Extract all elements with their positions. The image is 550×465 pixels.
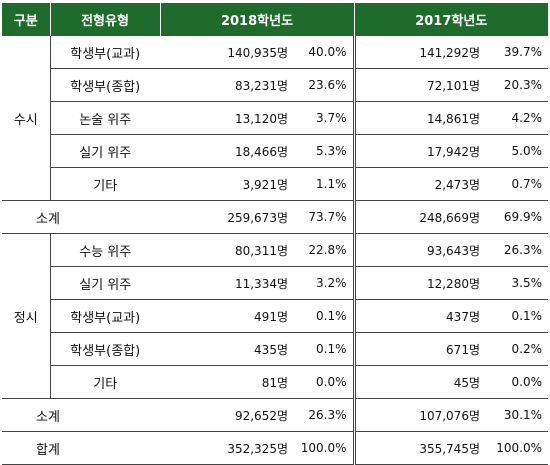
table-header-row: 구분 전형유형 2018학년도 2017학년도 bbox=[2, 3, 548, 36]
table-row: 수시 학생부(교과) 140,935명 40.0% 141,292명 39.7% bbox=[2, 36, 548, 201]
value-2018: 18,466명 bbox=[160, 134, 294, 168]
pct-2018: 3.7% bbox=[294, 101, 356, 135]
header-2018: 2018학년도 bbox=[159, 3, 354, 36]
pct-2018: 23.6% bbox=[294, 68, 356, 102]
value-2018: 80,311명 bbox=[160, 233, 294, 267]
table-row: 학생부(교과) 491명 0.1% 437명 0.1% bbox=[2, 299, 548, 333]
total-label: 합계 bbox=[2, 431, 160, 465]
total-row: 합계 352,325명 100.0% 355,745명 100.0% bbox=[2, 431, 548, 465]
header-2017: 2017학년도 bbox=[353, 3, 548, 36]
pct-2018: 0.1% bbox=[294, 332, 356, 366]
subtotal-row: 소계 92,652명 26.3% 107,076명 30.1% bbox=[2, 398, 548, 432]
value-2018: 81명 bbox=[160, 365, 294, 399]
admission-table-wrapper: 구분 전형유형 2018학년도 2017학년도 수시 학생부(교과) 140,9… bbox=[2, 3, 548, 465]
header-group: 구분 bbox=[2, 3, 50, 36]
value-2017: 671명 bbox=[354, 332, 486, 366]
value-2017: 45명 bbox=[354, 365, 486, 399]
admission-table: 구분 전형유형 2018학년도 2017학년도 수시 학생부(교과) 140,9… bbox=[2, 3, 548, 465]
pct-2018: 22.8% bbox=[294, 233, 356, 267]
pct-2018: 40.0% bbox=[294, 36, 356, 69]
pct-2018: 26.3% bbox=[294, 398, 356, 432]
table-row: 기타 81명 0.0% 45명 0.0% bbox=[2, 365, 548, 399]
subtotal-label: 소계 bbox=[2, 398, 160, 432]
type-cell: 학생부(종합) bbox=[50, 68, 160, 102]
pct-2018: 0.1% bbox=[294, 299, 356, 333]
type-cell: 학생부(교과) bbox=[50, 36, 160, 69]
header-type: 전형유형 bbox=[49, 3, 160, 36]
value-2017: 2,473명 bbox=[354, 167, 486, 201]
pct-2017: 0.2% bbox=[486, 332, 548, 366]
pct-2017: 5.0% bbox=[486, 134, 548, 168]
value-2018: 83,231명 bbox=[160, 68, 294, 102]
value-2018: 92,652명 bbox=[160, 398, 294, 432]
value-2017: 12,280명 bbox=[354, 266, 486, 300]
table-row: 실기 위주 18,466명 5.3% 17,942명 5.0% bbox=[2, 134, 548, 168]
pct-2017: 20.3% bbox=[486, 68, 548, 102]
value-2018: 352,325명 bbox=[160, 431, 294, 465]
type-cell: 수능 위주 bbox=[50, 233, 160, 267]
value-2017: 14,861명 bbox=[354, 101, 486, 135]
type-cell: 기타 bbox=[50, 167, 160, 201]
pct-2018: 100.0% bbox=[294, 431, 356, 465]
type-cell: 학생부(교과) bbox=[50, 299, 160, 333]
group-label: 수시 bbox=[2, 36, 51, 201]
group-label: 정시 bbox=[2, 233, 51, 399]
value-2018: 13,120명 bbox=[160, 101, 294, 135]
pct-2018: 73.7% bbox=[294, 200, 356, 234]
pct-2017: 100.0% bbox=[486, 431, 548, 465]
table-row: 정시 수능 위주 80,311명 22.8% 93,643명 26.3% bbox=[2, 233, 548, 399]
value-2018: 435명 bbox=[160, 332, 294, 366]
value-2017: 437명 bbox=[354, 299, 486, 333]
pct-2017: 30.1% bbox=[486, 398, 548, 432]
pct-2017: 39.7% bbox=[486, 36, 548, 69]
table-row: 학생부(종합) 83,231명 23.6% 72,101명 20.3% bbox=[2, 68, 548, 102]
value-2017: 248,669명 bbox=[354, 200, 486, 234]
type-cell: 기타 bbox=[50, 365, 160, 399]
pct-2017: 69.9% bbox=[486, 200, 548, 234]
type-cell: 논술 위주 bbox=[50, 101, 160, 135]
type-cell: 학생부(종합) bbox=[50, 332, 160, 366]
value-2018: 11,334명 bbox=[160, 266, 294, 300]
table-body: 수시 학생부(교과) 140,935명 40.0% 141,292명 39.7%… bbox=[2, 36, 548, 465]
subtotal-label: 소계 bbox=[2, 200, 160, 234]
value-2018: 140,935명 bbox=[160, 36, 294, 69]
subtotal-row: 소계 259,673명 73.7% 248,669명 69.9% bbox=[2, 200, 548, 234]
pct-2017: 3.5% bbox=[486, 266, 548, 300]
pct-2017: 4.2% bbox=[486, 101, 548, 135]
value-2017: 355,745명 bbox=[354, 431, 486, 465]
pct-2018: 3.2% bbox=[294, 266, 356, 300]
value-2017: 72,101명 bbox=[354, 68, 486, 102]
table-row: 논술 위주 13,120명 3.7% 14,861명 4.2% bbox=[2, 101, 548, 135]
type-cell: 실기 위주 bbox=[50, 134, 160, 168]
table-row: 학생부(종합) 435명 0.1% 671명 0.2% bbox=[2, 332, 548, 366]
table-row: 기타 3,921명 1.1% 2,473명 0.7% bbox=[2, 167, 548, 201]
value-2018: 259,673명 bbox=[160, 200, 294, 234]
pct-2018: 0.0% bbox=[294, 365, 356, 399]
value-2017: 17,942명 bbox=[354, 134, 486, 168]
pct-2017: 0.1% bbox=[486, 299, 548, 333]
pct-2017: 0.7% bbox=[486, 167, 548, 201]
table-row: 실기 위주 11,334명 3.2% 12,280명 3.5% bbox=[2, 266, 548, 300]
value-2017: 141,292명 bbox=[354, 36, 486, 69]
value-2017: 93,643명 bbox=[354, 233, 486, 267]
pct-2018: 5.3% bbox=[294, 134, 356, 168]
value-2017: 107,076명 bbox=[354, 398, 486, 432]
pct-2017: 26.3% bbox=[486, 233, 548, 267]
pct-2017: 0.0% bbox=[486, 365, 548, 399]
type-cell: 실기 위주 bbox=[50, 266, 160, 300]
value-2018: 491명 bbox=[160, 299, 294, 333]
value-2018: 3,921명 bbox=[160, 167, 294, 201]
pct-2018: 1.1% bbox=[294, 167, 356, 201]
